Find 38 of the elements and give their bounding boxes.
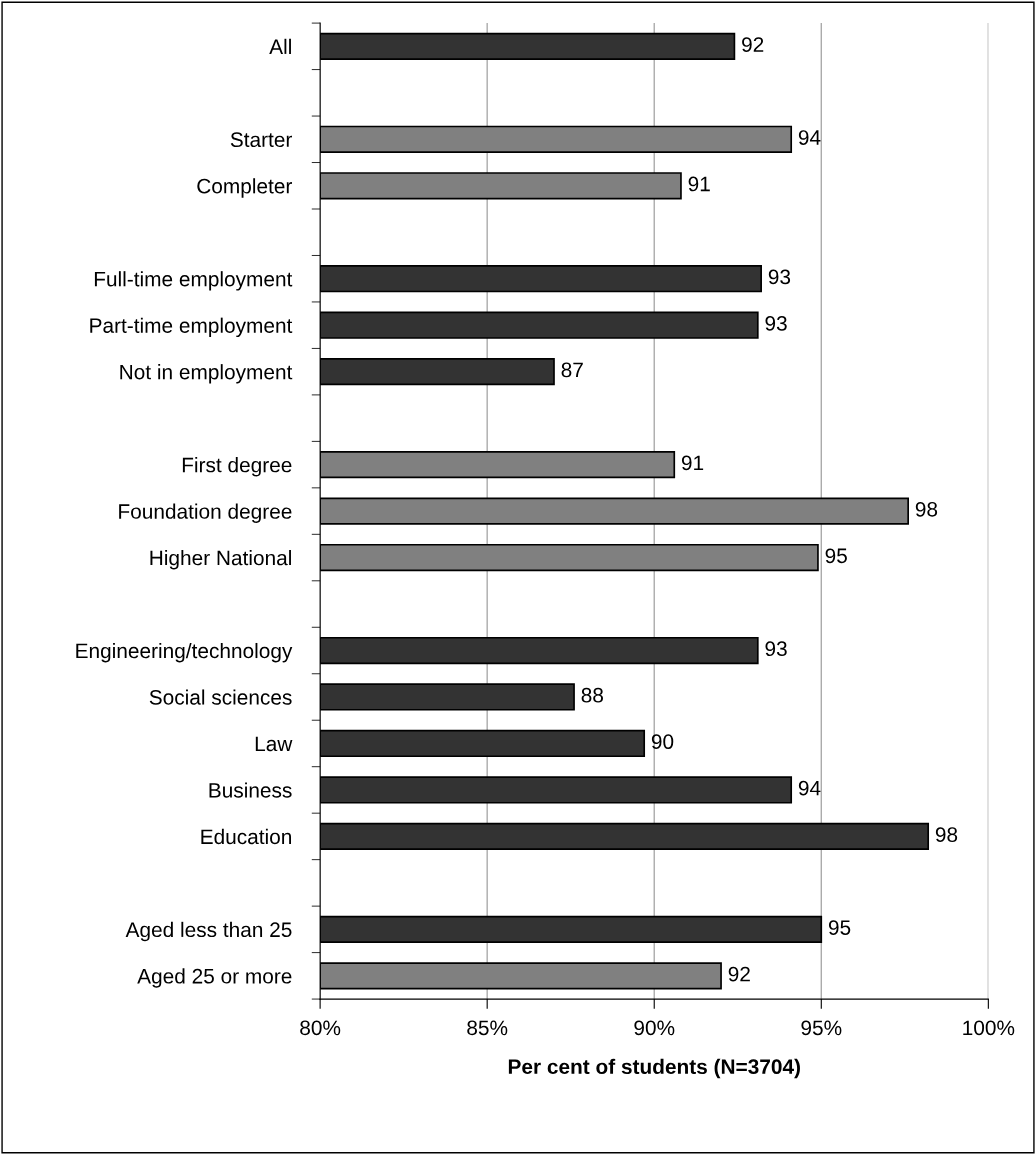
data-label: 87 (561, 362, 583, 378)
x-tick-label: 100% (963, 1020, 1015, 1036)
y-tick-label: Full-time employment (94, 271, 293, 291)
y-tick-label: Starter (230, 132, 292, 148)
data-label: 98 (915, 501, 938, 517)
data-label: 94 (798, 780, 821, 796)
y-tick-label: Not in employment (120, 364, 293, 384)
y-tick-label: Social sciences (149, 689, 292, 705)
data-label: 92 (742, 37, 764, 52)
y-tick-label: Education (201, 828, 291, 845)
y-tick-label: All (269, 38, 291, 54)
data-label: 91 (688, 176, 710, 192)
data-label: 90 (651, 734, 674, 750)
y-tick-label: Business (209, 782, 292, 798)
y-tick-label: First degree (182, 457, 292, 477)
y-tick-label: Part-time employment (90, 317, 293, 338)
data-label: 92 (728, 966, 750, 982)
y-tick-label: Higher National (150, 550, 291, 570)
y-tick-label: Aged 25 or more (137, 968, 292, 988)
data-label: 93 (765, 641, 787, 657)
y-tick-label: Foundation degree (119, 503, 292, 523)
data-label: 93 (768, 269, 791, 285)
x-tick-label: 90% (634, 1020, 675, 1036)
data-label: 95 (825, 548, 847, 564)
data-label: 93 (765, 316, 787, 331)
x-tick-label: 80% (300, 1020, 341, 1036)
y-tick-label: Completer (197, 178, 293, 198)
y-tick-label: Aged less than 25 (125, 921, 292, 942)
x-tick-label: 85% (467, 1020, 508, 1036)
data-label: 95 (828, 920, 851, 935)
x-tick-label: 95% (801, 1020, 842, 1036)
data-label: 94 (798, 130, 821, 145)
data-label: 88 (581, 687, 603, 703)
x-axis-title: Per cent of students (N=3704) (508, 1058, 800, 1079)
y-tick-label: Engineering/technology (76, 642, 293, 663)
data-label: 98 (935, 827, 958, 842)
data-label: 91 (681, 455, 704, 471)
y-tick-label: Law (255, 736, 293, 752)
